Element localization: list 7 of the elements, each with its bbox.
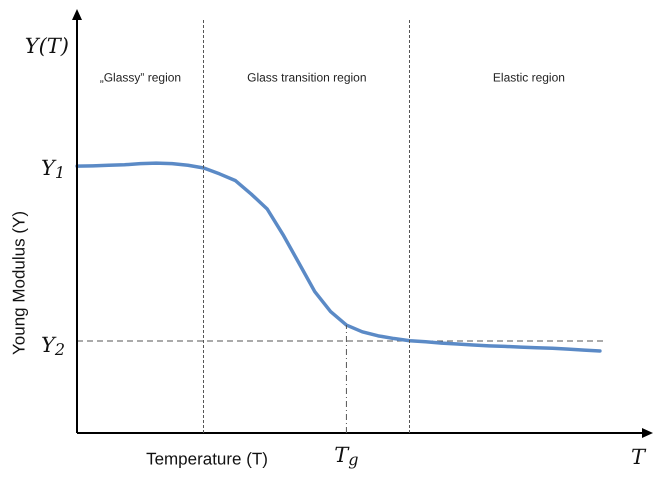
text: T: [630, 445, 647, 469]
text: Glass transition region: [247, 70, 366, 84]
text: Y(T): [24, 34, 70, 58]
y-axis-title: Young Modulus (Y): [10, 211, 29, 355]
text: Elastic region: [492, 70, 565, 84]
x-axis-title: Temperature (T): [146, 450, 268, 469]
text: „Glassy” region: [100, 70, 182, 84]
